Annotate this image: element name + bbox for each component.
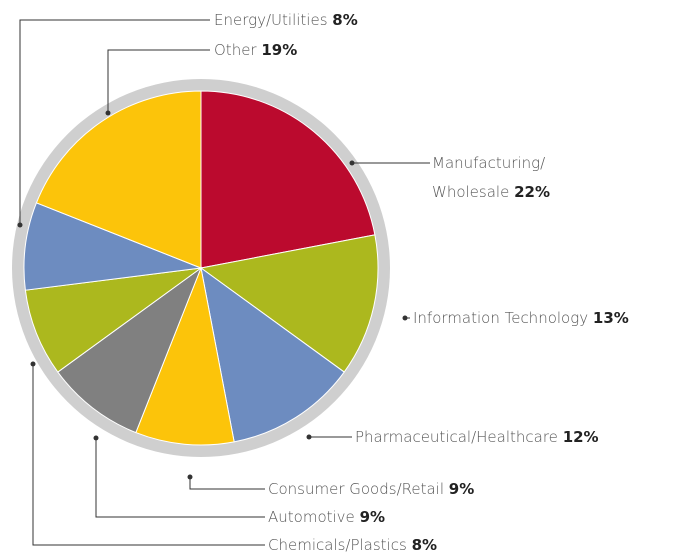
category-name: Other bbox=[214, 40, 257, 59]
slice-label: Consumer Goods/Retail 9% bbox=[268, 475, 474, 504]
leader-line bbox=[32, 364, 265, 546]
slice-label: Energy/Utilities 8% bbox=[214, 6, 358, 35]
value-label: 9% bbox=[359, 507, 386, 526]
leader-dot bbox=[93, 435, 99, 441]
leader-line bbox=[19, 19, 210, 225]
leader-line bbox=[95, 438, 265, 518]
leader-dot bbox=[349, 160, 355, 166]
value-label: 8% bbox=[332, 10, 358, 29]
slice-label: Chemicals/Plastics 8% bbox=[268, 531, 437, 553]
pie-slice bbox=[199, 234, 379, 373]
slice-label: Pharmaceutical/Healthcare 12% bbox=[355, 423, 599, 452]
leader-dot bbox=[306, 434, 312, 440]
category-name: Manufacturing/ Wholesale bbox=[432, 153, 546, 201]
slice-label: Automotive 9% bbox=[268, 503, 385, 532]
slice-label: Information Technology 13% bbox=[413, 304, 629, 333]
value-label: 13% bbox=[592, 308, 629, 327]
pie-slice bbox=[23, 202, 202, 291]
pie-slice bbox=[57, 266, 203, 434]
leader-dot bbox=[187, 474, 193, 480]
category-name: Automotive bbox=[268, 507, 355, 526]
leader-dot bbox=[402, 315, 408, 321]
category-name: Chemicals/Plastics bbox=[268, 535, 407, 553]
pie-slice bbox=[24, 267, 202, 373]
category-name: Energy/Utilities bbox=[214, 10, 328, 29]
leader-dot bbox=[17, 222, 23, 228]
value-label: 9% bbox=[448, 479, 475, 498]
value-label: 22% bbox=[514, 182, 551, 201]
leader-line bbox=[107, 49, 210, 113]
value-label: 12% bbox=[562, 427, 599, 446]
category-name: Consumer Goods/Retail bbox=[268, 479, 445, 498]
pie-slice bbox=[200, 266, 345, 443]
pie-slice bbox=[35, 90, 202, 269]
leader-dot bbox=[105, 110, 111, 116]
category-name: Pharmaceutical/Healthcare bbox=[355, 427, 558, 446]
pie-slice bbox=[135, 266, 235, 446]
value-label: 8% bbox=[411, 535, 438, 553]
leader-dot bbox=[30, 361, 36, 367]
leader-line bbox=[189, 477, 265, 490]
pie-slice bbox=[200, 90, 376, 269]
value-label: 19% bbox=[261, 40, 298, 59]
slice-label: Manufacturing/ Wholesale 22% bbox=[432, 149, 550, 207]
category-name: Information Technology bbox=[413, 308, 589, 327]
slice-label: Other 19% bbox=[214, 36, 297, 65]
